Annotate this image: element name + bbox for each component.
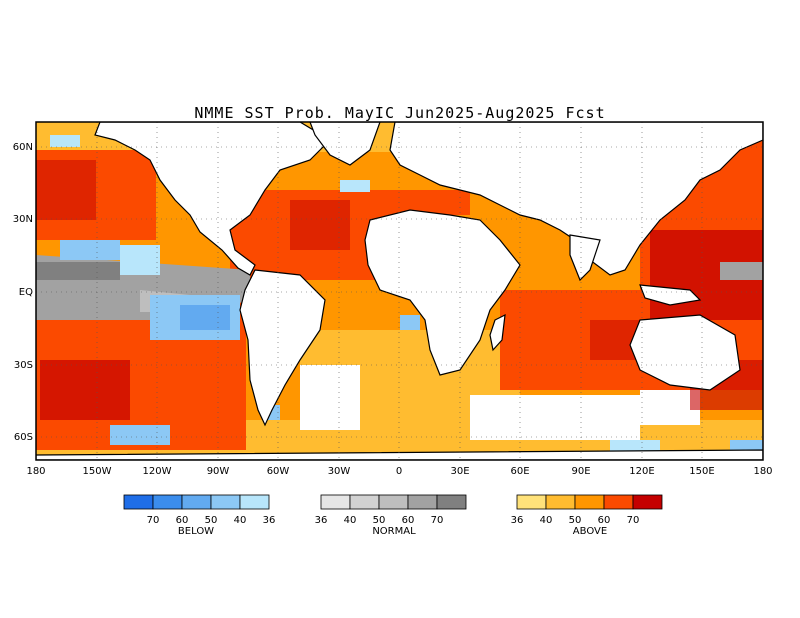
legend-tick: 70 xyxy=(147,515,160,526)
lat-axis: 60N 30N EQ 30S 60S xyxy=(13,142,33,443)
legend-tick: 40 xyxy=(344,515,357,526)
legend-swatch xyxy=(632,494,663,510)
lon-label: 60E xyxy=(510,466,529,477)
south-america xyxy=(239,269,326,427)
legend-tick: 70 xyxy=(431,515,444,526)
lon-label: 180 xyxy=(26,466,45,477)
legend-tick: 60 xyxy=(598,515,611,526)
legend-label: ABOVE xyxy=(573,526,607,537)
legend-tick: 60 xyxy=(176,515,189,526)
lon-label: 60W xyxy=(267,466,290,477)
lon-label: 90W xyxy=(207,466,230,477)
lat-label: 60N xyxy=(13,142,33,153)
continents xyxy=(36,122,763,460)
africa xyxy=(364,209,521,376)
legend-swatch xyxy=(239,494,270,510)
legend-swatch xyxy=(407,494,438,510)
lat-label: 30S xyxy=(14,360,33,371)
lon-label: 150E xyxy=(689,466,714,477)
lat-label: 60S xyxy=(14,432,33,443)
legend-swatch xyxy=(603,494,634,510)
north-america xyxy=(94,122,331,276)
legend-above: 36 40 50 60 70 ABOVE xyxy=(511,494,663,537)
legend-normal: 36 40 50 60 70 NORMAL xyxy=(315,494,467,537)
lon-label: 30E xyxy=(450,466,469,477)
lon-axis: 180 150W 120W 90W 60W 30W 0 30E 60E 90E … xyxy=(26,466,772,477)
maritime-continent xyxy=(639,284,702,306)
legend-swatch xyxy=(436,494,467,510)
graticule xyxy=(36,122,763,460)
lat-label: 30N xyxy=(13,214,33,225)
legend-tick: 40 xyxy=(234,515,247,526)
legend-swatch xyxy=(545,494,576,510)
legend-tick: 36 xyxy=(315,515,328,526)
legend-tick: 60 xyxy=(402,515,415,526)
india xyxy=(569,234,601,282)
legend-below: 70 60 50 40 36 BELOW xyxy=(123,494,276,537)
legend-swatch xyxy=(378,494,409,510)
legend-tick: 36 xyxy=(511,515,524,526)
legend-tick: 50 xyxy=(569,515,582,526)
legend-swatch xyxy=(210,494,241,510)
legend-swatch xyxy=(574,494,605,510)
legend-swatch xyxy=(516,494,547,510)
legend-tick: 50 xyxy=(373,515,386,526)
madagascar xyxy=(489,313,506,352)
greenland xyxy=(309,122,381,166)
lon-label: 180 xyxy=(753,466,772,477)
lon-label: 90E xyxy=(571,466,590,477)
lon-label: 120E xyxy=(629,466,654,477)
legend-tick: 50 xyxy=(205,515,218,526)
lon-label: 120W xyxy=(143,466,172,477)
map-title: NMME SST Prob. MayIC Jun2025-Aug2025 Fcs… xyxy=(194,104,606,122)
legend-swatch xyxy=(123,494,154,510)
legend-tick: 70 xyxy=(627,515,640,526)
legend-tick: 40 xyxy=(540,515,553,526)
legend-swatch xyxy=(181,494,212,510)
map-frame xyxy=(35,121,764,461)
legend-swatch xyxy=(349,494,380,510)
lon-label: 0 xyxy=(396,466,402,477)
australia xyxy=(629,314,741,391)
lat-label: EQ xyxy=(19,287,33,298)
legend-swatch xyxy=(152,494,183,510)
legend-tick: 36 xyxy=(263,515,276,526)
lon-label: 150W xyxy=(83,466,112,477)
legend-swatch xyxy=(320,494,351,510)
legend-label: NORMAL xyxy=(372,526,416,537)
legend-label: BELOW xyxy=(178,526,214,537)
lon-label: 30W xyxy=(328,466,351,477)
